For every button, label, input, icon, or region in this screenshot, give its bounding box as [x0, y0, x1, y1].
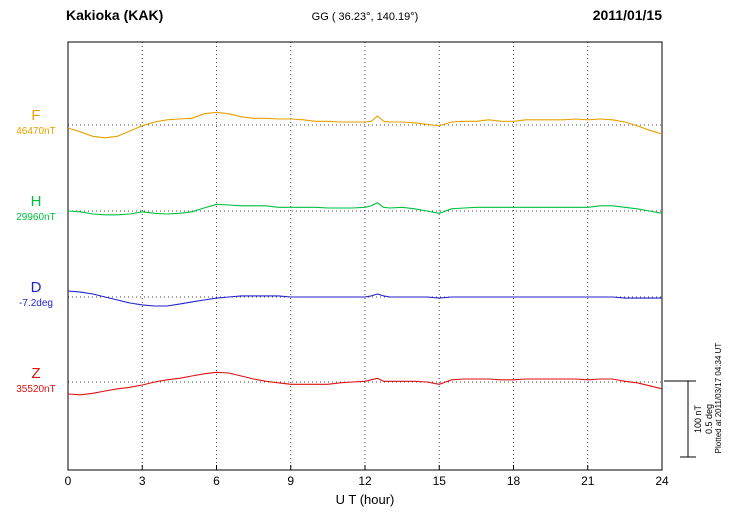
- trace-D: [67, 290, 662, 307]
- x-tick-label: 21: [581, 474, 595, 488]
- plot-border: [67, 41, 663, 471]
- trace-H: [67, 202, 663, 216]
- channel-letter-F: F: [31, 107, 41, 124]
- channel-letter-D: D: [30, 279, 42, 296]
- x-tick-label: 24: [655, 474, 669, 488]
- channel-letter-Z: Z: [31, 365, 41, 382]
- x-axis-label: U T (hour): [335, 492, 395, 507]
- scale-nt-label: 100 nT: [693, 404, 703, 434]
- x-tick-label: 6: [213, 474, 220, 488]
- channel-label-Z: Z 35520nT: [8, 365, 64, 396]
- channel-baseline-D: -7.2deg: [19, 298, 53, 309]
- x-tick-label: 3: [138, 474, 146, 488]
- channel-baseline-F: 46470nT: [16, 126, 56, 137]
- x-tick-label: 18: [506, 474, 521, 488]
- geographic-coordinates: GG ( 36.23°, 140.19°): [311, 11, 419, 23]
- x-tick-label: 9: [287, 474, 295, 488]
- channel-label-H: H 29960nT: [8, 193, 64, 224]
- channel-letter-H: H: [30, 193, 42, 210]
- channel-baseline-H: 29960nT: [16, 212, 56, 223]
- station-title: Kakioka (KAK): [66, 7, 164, 23]
- plot-date: 2011/01/15: [592, 7, 662, 23]
- channel-label-D: D -7.2deg: [8, 279, 64, 310]
- trace-F: [67, 111, 663, 139]
- scale-bar-labels: 100 nT 0.5 deg: [693, 379, 715, 459]
- x-tick-label: 15: [432, 474, 446, 488]
- trace-Z: [67, 371, 663, 396]
- x-tick-label: 0: [64, 474, 72, 488]
- channel-label-F: F 46470nT: [8, 107, 64, 138]
- plotted-at-note: Plotted at 2011/03/17 04:34 UT: [714, 342, 723, 454]
- channel-baseline-Z: 35520nT: [16, 384, 56, 395]
- x-tick-label: 12: [358, 474, 372, 488]
